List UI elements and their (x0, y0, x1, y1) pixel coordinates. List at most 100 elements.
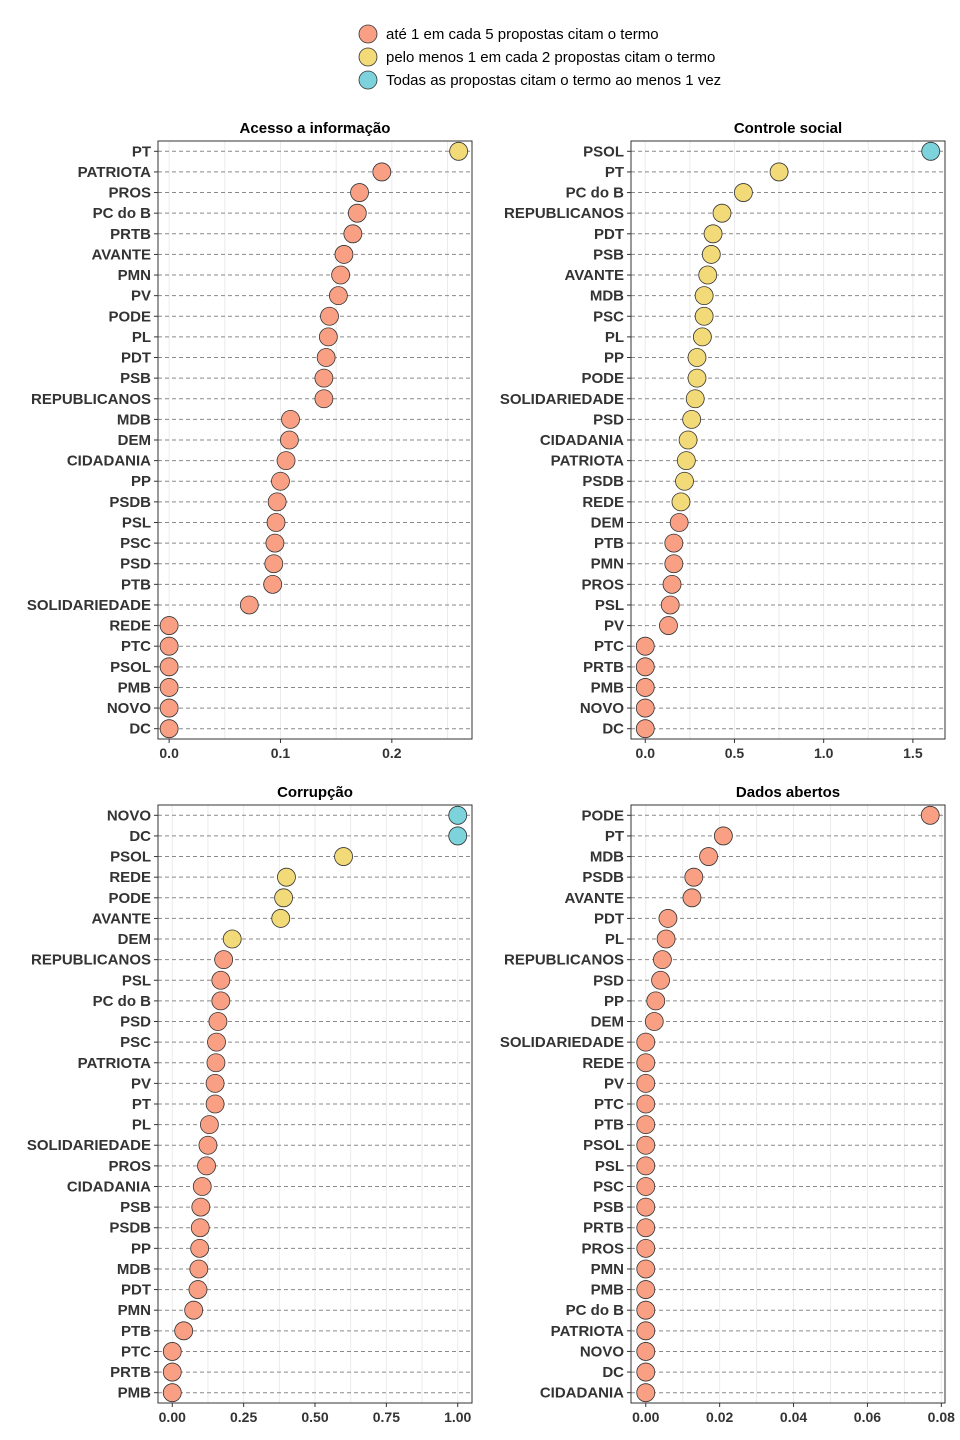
x-tick-label: 0.50 (301, 1409, 328, 1425)
category-label: PMB (591, 679, 625, 696)
panel-title: Corrupção (277, 784, 353, 801)
data-point (347, 203, 367, 223)
data-point (190, 1218, 210, 1238)
data-point (636, 1177, 656, 1196)
panel-controle-social: Controle social 0.0 0.5 1.0 1.5 PSOL PT PC do B… (500, 120, 946, 761)
data-point (671, 492, 691, 512)
data-point (636, 1115, 656, 1135)
data-point (162, 1383, 182, 1403)
category-label: PROS (581, 1240, 624, 1257)
data-point (635, 657, 655, 677)
category-label: PSOL (110, 659, 151, 676)
category-label: DC (129, 828, 151, 845)
data-point (162, 1342, 182, 1361)
data-point (646, 991, 666, 1011)
category-label: PP (131, 473, 151, 490)
data-point (636, 1197, 656, 1217)
category-label: REDE (582, 494, 624, 511)
category-label: PV (131, 288, 151, 305)
category-label: PT (132, 1096, 151, 1113)
data-point (682, 888, 702, 908)
category-label: DC (602, 721, 624, 738)
category-label: PTB (121, 576, 151, 593)
data-point (159, 616, 179, 635)
category-label: PRTB (583, 659, 624, 676)
category-label: DEM (118, 931, 151, 948)
data-point (208, 1012, 228, 1031)
data-point (636, 1321, 656, 1341)
data-point (214, 950, 234, 970)
data-point (685, 389, 705, 409)
data-point (159, 657, 179, 677)
category-label: PC do B (566, 185, 624, 202)
data-point (350, 183, 369, 202)
category-label: PMB (591, 1282, 625, 1299)
category-label: PODE (581, 807, 624, 824)
data-point (328, 286, 348, 306)
category-label: PMN (591, 1261, 624, 1278)
data-point (343, 224, 363, 244)
data-point (184, 1300, 204, 1320)
data-point (281, 409, 300, 429)
data-point (316, 348, 336, 367)
x-tick-label: 0.04 (780, 1409, 807, 1425)
category-label: PC do B (566, 1302, 624, 1319)
data-point (659, 616, 678, 635)
data-point (159, 719, 179, 739)
data-point (636, 1342, 656, 1361)
panel-corrupcao: Corrupção 0.00 0.25 0.50 0.75 1.00 NOVO DC PSOL R… (27, 784, 473, 1425)
category-label: PSD (593, 411, 624, 428)
category-label: PSL (595, 1158, 624, 1175)
data-point (191, 1197, 211, 1217)
x-tick-label: 0.75 (373, 1409, 400, 1425)
data-point (206, 1053, 226, 1073)
data-point (698, 265, 718, 285)
data-point (207, 1032, 226, 1052)
data-point (265, 533, 285, 553)
category-label: CIDADANIA (67, 1178, 151, 1195)
data-point (660, 595, 680, 615)
category-label: PATRIOTA (78, 164, 151, 181)
data-point (636, 1300, 656, 1320)
data-point (644, 1012, 664, 1031)
data-point (205, 1094, 225, 1114)
data-point (267, 492, 287, 512)
data-point (188, 1280, 208, 1299)
category-label: PSB (120, 370, 151, 387)
category-label: PSDB (582, 473, 624, 490)
category-label: PMB (118, 679, 152, 696)
category-label: PT (605, 164, 624, 181)
panel-title: Acesso a informação (240, 120, 391, 137)
data-point (211, 970, 231, 990)
data-point (159, 636, 179, 656)
data-point (266, 513, 286, 532)
data-point (448, 826, 468, 846)
category-label: REDE (109, 869, 151, 886)
data-point (334, 847, 353, 866)
data-point (239, 595, 259, 615)
category-label: PSB (120, 1199, 151, 1216)
data-point (678, 430, 698, 450)
data-point (264, 554, 284, 574)
data-point (703, 224, 723, 244)
category-label: PV (131, 1075, 151, 1092)
data-point (920, 805, 940, 825)
category-label: CIDADANIA (67, 453, 151, 470)
category-label: PTC (594, 638, 624, 655)
category-label: PTB (594, 535, 624, 552)
x-tick-label: 0.25 (230, 1409, 257, 1425)
data-point (331, 265, 351, 285)
x-tick-label: 0.0 (159, 745, 179, 761)
data-point (205, 1073, 225, 1093)
data-point (211, 991, 231, 1011)
category-label: PSDB (109, 1220, 151, 1237)
data-point (664, 554, 684, 574)
data-point (197, 1156, 216, 1176)
data-point (162, 1362, 182, 1382)
category-label: PTC (121, 1343, 151, 1360)
data-point (174, 1321, 194, 1341)
category-label: AVANTE (92, 246, 151, 263)
legend: até 1 em cada 5 propostas citam o termo p… (358, 24, 721, 90)
category-label: PATRIOTA (78, 1055, 151, 1072)
